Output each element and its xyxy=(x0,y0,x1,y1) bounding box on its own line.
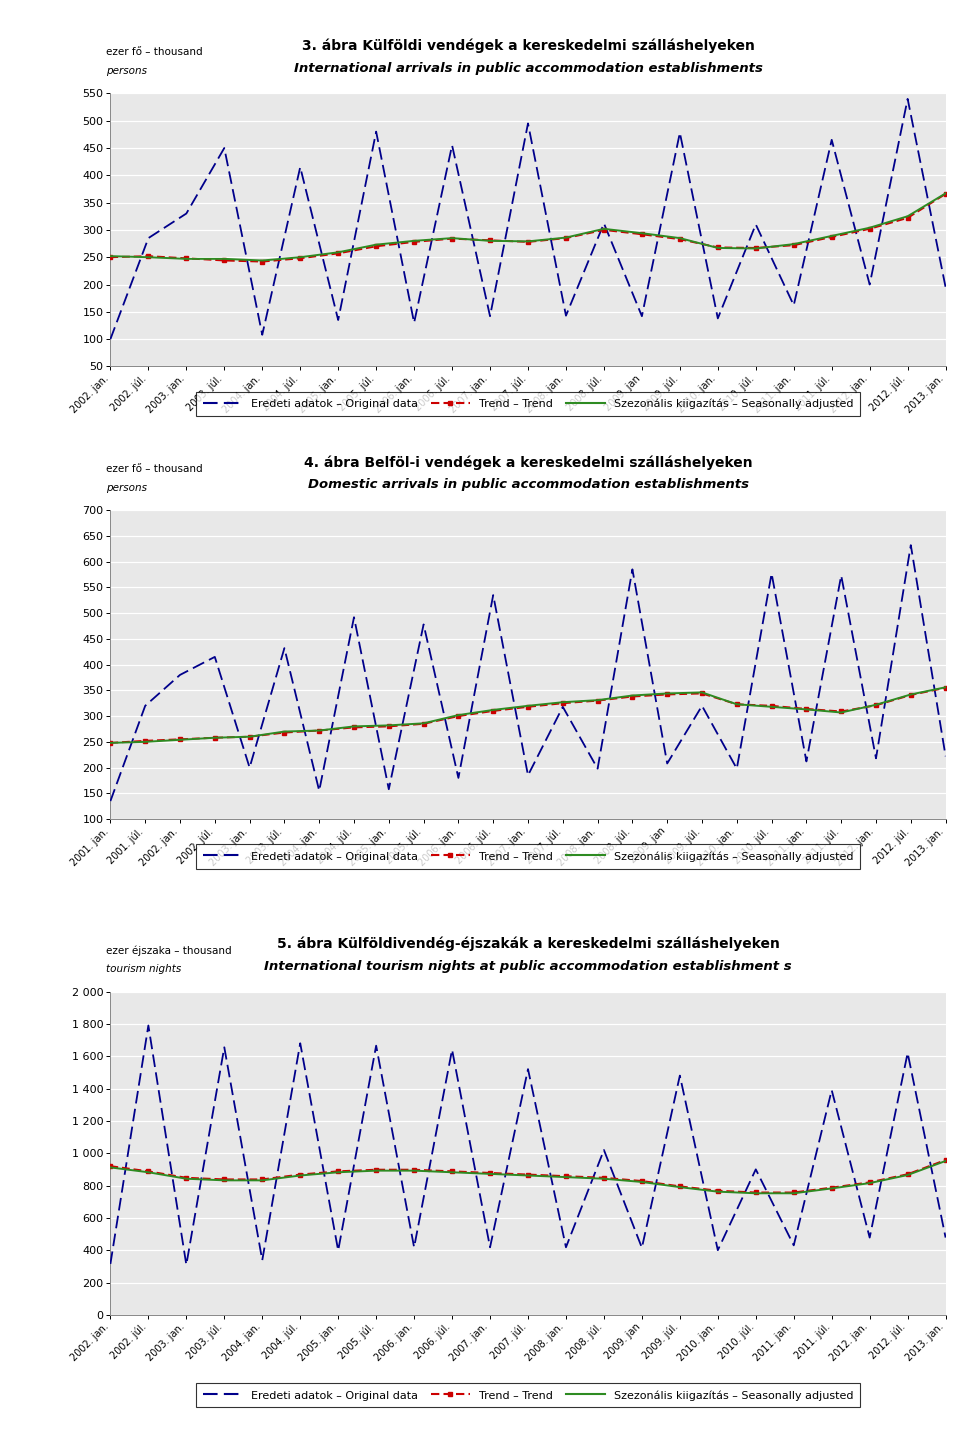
Text: ezer fő – thousand: ezer fő – thousand xyxy=(106,47,203,57)
Legend: Eredeti adatok – Original data, Trend – Trend, Szezonális kiigazítás – Seasonall: Eredeti adatok – Original data, Trend – … xyxy=(196,1384,860,1407)
Text: Domestic arrivals in public accommodation establishments: Domestic arrivals in public accommodatio… xyxy=(307,479,749,491)
Text: tourism nights: tourism nights xyxy=(106,964,180,974)
Text: International tourism nights at public accommodation establishment s: International tourism nights at public a… xyxy=(264,960,792,973)
Text: 3. ábra Külföldi vendégek a kereskedelmi szálláshelyeken: 3. ábra Külföldi vendégek a kereskedelmi… xyxy=(301,39,755,53)
Text: International arrivals in public accommodation establishments: International arrivals in public accommo… xyxy=(294,62,762,75)
Text: 5. ábra Külföldivendég-éjszakák a kereskedelmi szálláshelyeken: 5. ábra Külföldivendég-éjszakák a keresk… xyxy=(276,937,780,951)
Text: persons: persons xyxy=(106,483,147,493)
Text: 4. ábra Belföl­i vendégek a kereskedelmi szálláshelyeken: 4. ábra Belföl­i vendégek a kereskedelmi… xyxy=(303,456,753,470)
Text: ezer fő – thousand: ezer fő – thousand xyxy=(106,464,203,474)
Legend: Eredeti adatok – Original data, Trend – Trend, Szezonális kiigazítás – Seasonall: Eredeti adatok – Original data, Trend – … xyxy=(196,392,860,415)
Text: persons: persons xyxy=(106,66,147,76)
Text: ezer éjszaka – thousand: ezer éjszaka – thousand xyxy=(106,946,231,956)
Legend: Eredeti adatok – Original data, Trend – Trend, Szezonális kiigazítás – Seasonall: Eredeti adatok – Original data, Trend – … xyxy=(196,845,860,868)
